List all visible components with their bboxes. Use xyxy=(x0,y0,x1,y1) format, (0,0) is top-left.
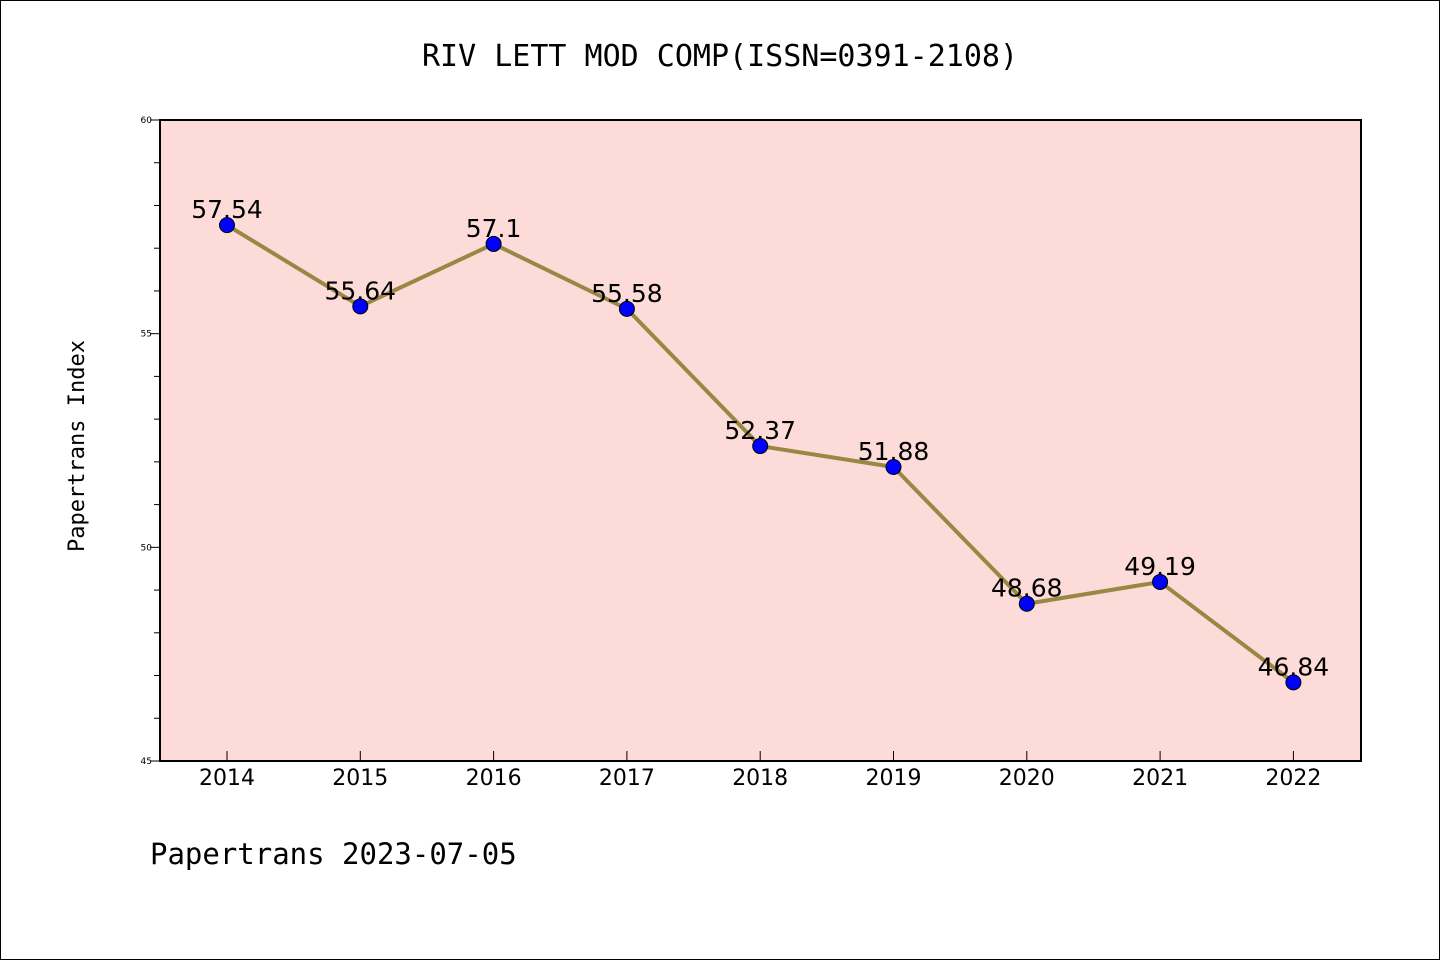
chart-title: RIV LETT MOD COMP(ISSN=0391-2108) xyxy=(422,39,1018,74)
data-label: 57.1 xyxy=(466,214,522,243)
x-tick-label: 2014 xyxy=(199,766,255,791)
y-tick-label: 50 xyxy=(141,543,153,553)
data-label: 46.84 xyxy=(1258,652,1330,681)
y-tick-label: 45 xyxy=(141,757,152,767)
y-tick-label: 60 xyxy=(141,116,153,126)
x-tick-label: 2017 xyxy=(599,766,655,791)
x-tick-label: 2016 xyxy=(466,766,522,791)
footer-source-date: Papertrans 2023-07-05 xyxy=(150,837,517,871)
y-axis-label: Papertrans Index xyxy=(65,340,90,552)
data-label-group: 57.54 55.64 57.1 55.58 52.37 51.88 48.68 49.19 4… xyxy=(191,195,1329,681)
data-point-marker xyxy=(618,300,635,317)
y-axis: 45 50 55 60 xyxy=(141,116,159,767)
data-point-marker xyxy=(219,217,235,234)
y-tick-label: 55 xyxy=(141,330,152,340)
data-label: 57.54 xyxy=(191,195,263,224)
x-tick-label: 2015 xyxy=(332,766,388,791)
data-label: 55.58 xyxy=(591,279,663,308)
data-label: 51.88 xyxy=(858,437,930,466)
data-point-marker xyxy=(885,458,902,475)
data-point-marker xyxy=(1152,573,1169,590)
data-label: 52.37 xyxy=(724,416,796,445)
data-point-marker xyxy=(1285,674,1302,691)
data-point-marker xyxy=(352,298,369,315)
x-tick-label: 2021 xyxy=(1132,766,1188,791)
x-axis: 2014 2015 2016 2017 2018 2019 2020 2021 2022 xyxy=(199,751,1321,791)
x-tick-label: 2019 xyxy=(866,766,922,791)
series-line-group xyxy=(219,217,1302,691)
data-label: 48.68 xyxy=(991,574,1063,603)
data-label: 55.64 xyxy=(325,276,397,305)
data-point-marker xyxy=(752,438,769,455)
data-point-marker xyxy=(1018,595,1035,612)
data-label: 49.19 xyxy=(1124,552,1196,581)
x-tick-label: 2018 xyxy=(732,766,788,791)
x-tick-label: 2020 xyxy=(999,766,1055,791)
data-point-marker xyxy=(485,235,502,252)
x-tick-label: 2022 xyxy=(1265,766,1321,791)
